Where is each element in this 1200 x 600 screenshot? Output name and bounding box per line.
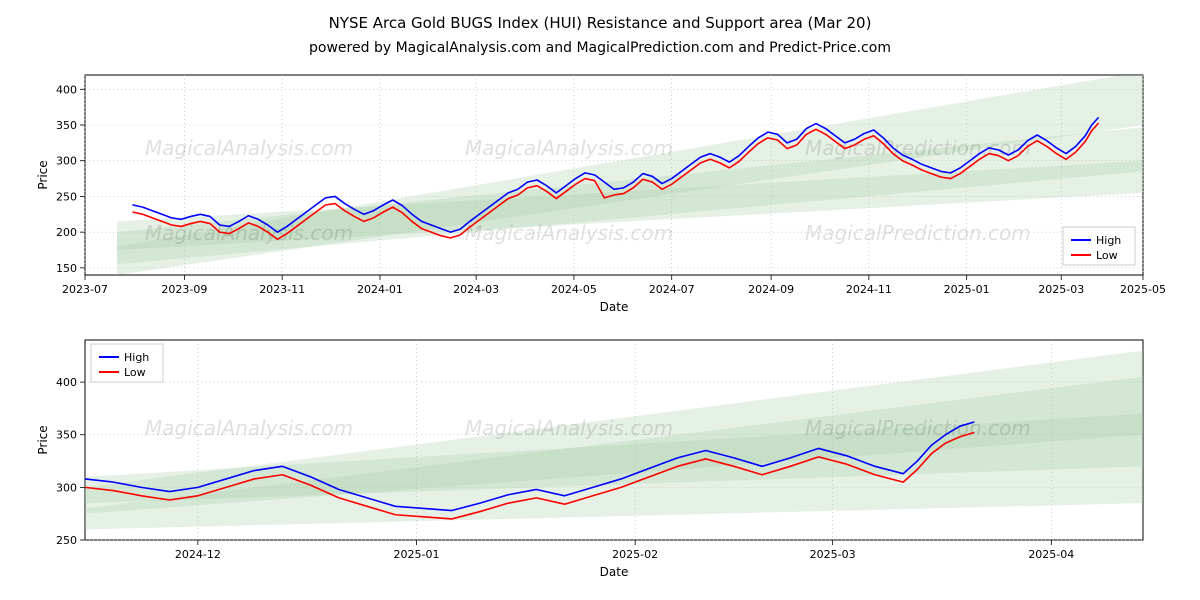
y-tick-label: 300 — [56, 481, 77, 494]
y-tick-label: 350 — [56, 429, 77, 442]
watermark-text: MagicalAnalysis.com — [145, 221, 353, 245]
x-tick-label: 2024-07 — [649, 283, 695, 296]
x-tick-label: 2025-03 — [810, 548, 856, 561]
watermark-text: MagicalPrediction.com — [805, 221, 1031, 245]
x-tick-label: 2023-07 — [62, 283, 108, 296]
watermark-text: MagicalAnalysis.com — [465, 221, 673, 245]
legend-label-high: High — [124, 351, 149, 364]
legend-label-high: High — [1096, 234, 1121, 247]
watermark-text: MagicalAnalysis.com — [465, 136, 673, 160]
top-chart: 150 200 250 300 350 400 2023-07 2023-09 2023-11 2… — [36, 71, 1166, 314]
figure-container: NYSE Arca Gold BUGS Index (HUI) Resistan… — [0, 0, 1200, 600]
y-tick-label: 200 — [56, 226, 77, 239]
bottom-chart: 250 300 350 400 2024-12 2025-01 2025-02 2025-03… — [36, 340, 1143, 579]
legend: High Low — [91, 344, 163, 382]
x-tick-label: 2024-09 — [748, 283, 794, 296]
legend-label-low: Low — [124, 366, 146, 379]
y-tick-label: 400 — [56, 376, 77, 389]
x-tick-label: 2025-01 — [394, 548, 440, 561]
watermark-text: MagicalAnalysis.com — [145, 416, 353, 440]
legend-label-low: Low — [1096, 249, 1118, 262]
x-tick-label: 2025-03 — [1038, 283, 1084, 296]
watermark-text: MagicalPrediction.com — [805, 416, 1031, 440]
chart-title: NYSE Arca Gold BUGS Index (HUI) Resistan… — [329, 14, 872, 32]
x-tick-label: 2024-11 — [846, 283, 892, 296]
x-tick-label: 2024-05 — [551, 283, 597, 296]
x-tick-label: 2025-01 — [944, 283, 990, 296]
y-tick-label: 250 — [56, 534, 77, 547]
y-tick-label: 250 — [56, 190, 77, 203]
y-tick-label: 400 — [56, 83, 77, 96]
x-axis-label: Date — [600, 300, 629, 314]
y-tick-label: 300 — [56, 155, 77, 168]
watermark-text: MagicalPrediction.com — [805, 136, 1031, 160]
x-tick-label: 2025-04 — [1028, 548, 1074, 561]
x-tick-label: 2023-11 — [259, 283, 305, 296]
y-axis-label: Price — [36, 425, 50, 454]
y-axis-label: Price — [36, 160, 50, 189]
x-tick-label: 2024-12 — [175, 548, 221, 561]
x-axis-label: Date — [600, 565, 629, 579]
watermark-text: MagicalAnalysis.com — [145, 136, 353, 160]
figure-svg: NYSE Arca Gold BUGS Index (HUI) Resistan… — [0, 0, 1200, 600]
x-tick-label: 2025-02 — [612, 548, 658, 561]
x-tick-label: 2024-03 — [453, 283, 499, 296]
y-tick-label: 350 — [56, 119, 77, 132]
y-tick-label: 150 — [56, 262, 77, 275]
legend: High Low — [1063, 227, 1135, 265]
x-tick-label: 2023-09 — [161, 283, 207, 296]
watermark-text: MagicalAnalysis.com — [465, 416, 673, 440]
x-tick-label: 2024-01 — [357, 283, 403, 296]
x-tick-label: 2025-05 — [1120, 283, 1166, 296]
chart-subtitle: powered by MagicalAnalysis.com and Magic… — [309, 40, 891, 56]
